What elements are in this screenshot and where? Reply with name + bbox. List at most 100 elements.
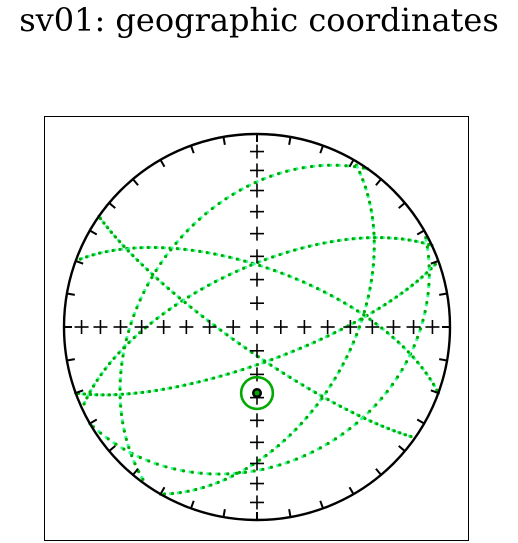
great-circle-dot: [341, 432, 345, 436]
great-circle-dot: [117, 351, 121, 355]
great-circle-dot: [431, 382, 436, 386]
great-circle-dot: [322, 241, 326, 245]
great-circle-dot: [261, 467, 265, 471]
great-circle-dot: [85, 396, 89, 400]
great-circle-dot: [142, 290, 146, 295]
great-circle-dot: [264, 453, 268, 458]
great-circle-dot: [136, 258, 140, 262]
great-circle-dot: [333, 331, 337, 335]
great-circle-dot: [159, 261, 163, 266]
great-circle-dot: [425, 300, 429, 305]
great-circle-dot: [329, 240, 333, 244]
great-circle-dot: [186, 295, 191, 299]
great-circle-dot: [301, 280, 306, 284]
great-circle-dot: [311, 450, 315, 454]
azimuth-tick: [190, 145, 195, 154]
great-circle-dot: [154, 268, 158, 273]
great-circle-dot: [301, 383, 305, 387]
great-circle-dot: [186, 489, 190, 493]
great-circle-dot: [421, 318, 425, 322]
great-circle-dot: [168, 386, 173, 390]
mean-direction-core: [254, 390, 260, 396]
great-circle-dot: [308, 283, 313, 287]
great-circle-dot: [282, 371, 286, 375]
great-circle-dot: [237, 470, 242, 475]
great-circle-dot: [124, 337, 128, 342]
axis-plus-mark: [134, 320, 149, 334]
azimuth-tick: [75, 260, 84, 265]
great-circle-dot: [341, 362, 345, 366]
great-circle-dot: [318, 164, 322, 168]
great-circle-1: [158, 163, 376, 496]
great-circle-dot: [163, 254, 168, 259]
great-circle-dot: [333, 437, 338, 441]
great-circle-dot: [120, 392, 125, 396]
great-circle-dot: [294, 379, 299, 383]
great-circle-dot: [122, 429, 126, 433]
axis-plus-mark: [250, 495, 264, 510]
great-circle-dot: [161, 387, 166, 391]
great-circle-dot: [249, 263, 253, 267]
axis-plus-mark: [386, 320, 401, 334]
great-circle-dot: [145, 268, 150, 272]
great-circle-dot: [412, 344, 416, 348]
great-circle-dot: [277, 172, 281, 176]
azimuth-tick: [288, 509, 292, 518]
great-circle-dot: [337, 238, 341, 243]
great-circle-dot: [319, 337, 323, 341]
great-circle-dot: [224, 197, 228, 201]
great-circle-dot: [197, 380, 201, 384]
great-circle-dot: [301, 166, 305, 170]
great-circle-dot: [291, 349, 295, 353]
great-circle-dot: [107, 362, 112, 366]
axis-plus-mark: [425, 320, 440, 334]
great-circle-dot: [366, 193, 370, 197]
great-circle-dot: [122, 447, 126, 451]
azimuth-tick: [190, 500, 195, 509]
great-circle-dot: [307, 244, 311, 248]
great-circle-dot: [166, 286, 171, 291]
great-circle-dot: [372, 231, 376, 235]
great-circle-dot: [326, 398, 330, 402]
great-circle-dot: [78, 257, 82, 261]
azimuth-tick: [439, 358, 448, 362]
azimuth-tick: [66, 358, 75, 362]
great-circle-dot: [339, 327, 344, 331]
great-circle-dot: [396, 340, 400, 344]
axis-plus-mark: [250, 296, 264, 311]
great-circle-dot: [85, 255, 89, 259]
great-circle-dot: [395, 375, 400, 379]
great-circle-dot: [137, 470, 141, 474]
great-circle-dot: [423, 309, 427, 314]
great-circle-dot: [358, 236, 362, 240]
great-circle-dot: [361, 178, 365, 182]
great-circle-dot: [400, 367, 404, 372]
great-circle-dot: [208, 472, 212, 476]
great-circle-dot: [89, 392, 93, 397]
great-circle-dot: [99, 373, 103, 377]
great-circle-dot: [243, 470, 248, 474]
great-circle-dot: [411, 355, 415, 359]
great-circle-dot: [406, 350, 410, 354]
great-circle-dot: [326, 163, 331, 167]
great-circle-dot: [226, 472, 230, 476]
great-circle-dot: [345, 355, 349, 359]
great-circle-dot: [169, 248, 173, 252]
great-circle-dot: [405, 287, 409, 291]
great-circle-dot: [427, 242, 431, 247]
great-circle-dot: [252, 469, 256, 473]
axis-plus-mark: [297, 320, 312, 334]
great-circle-dot: [150, 276, 154, 280]
great-circle-dot: [231, 337, 235, 341]
great-circle-dot: [121, 421, 125, 425]
great-circle-dot: [156, 277, 160, 281]
great-circle-dot: [230, 474, 235, 478]
great-circle-dot: [120, 362, 124, 366]
great-circle-dot: [140, 263, 145, 267]
axis-plus-mark: [156, 320, 171, 334]
great-circle-dot: [269, 465, 274, 469]
great-circle-dot: [357, 414, 361, 418]
great-circle-dot: [309, 164, 314, 169]
great-circle-dot: [337, 369, 341, 373]
great-circle-dot: [371, 263, 375, 267]
